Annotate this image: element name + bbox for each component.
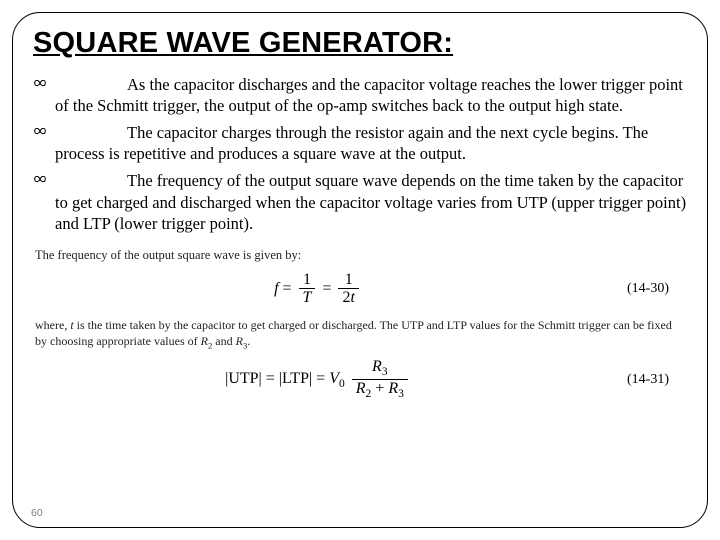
eq-sign: = (322, 280, 335, 297)
eq-sign: = (283, 280, 296, 297)
equation-1-row: f = 1 T = 1 2t (14-30) (27, 269, 693, 309)
eq1-frac-1: 1 T (299, 271, 316, 307)
bullet-item: The frequency of the output square wave … (33, 170, 693, 233)
page-number: 60 (31, 507, 43, 519)
loop-icon (33, 172, 47, 186)
slide-frame: SQUARE WAVE GENERATOR: As the capacitor … (12, 12, 708, 528)
bullet-item: As the capacitor discharges and the capa… (33, 74, 693, 116)
equation-2: |UTP| = |LTP| = V0 R3 R2 + R3 (27, 358, 609, 401)
formula-note: where, t is the time taken by the capaci… (35, 317, 685, 352)
eq1-lhs: f (274, 280, 278, 297)
eq1-den2: 2t (338, 289, 358, 307)
bullet-text: As the capacitor discharges and the capa… (55, 75, 683, 115)
eq1-num2: 1 (338, 271, 358, 290)
bullet-list: As the capacitor discharges and the capa… (27, 74, 693, 234)
bullet-text: The frequency of the output square wave … (55, 171, 686, 232)
loop-icon (33, 124, 47, 138)
bullet-text: The capacitor charges through the resist… (55, 123, 648, 163)
bullet-item: The capacitor charges through the resist… (33, 122, 693, 164)
equation-1: f = 1 T = 1 2t (27, 271, 609, 307)
eq1-num1: 1 (299, 271, 316, 290)
eq1-frac-2: 1 2t (338, 271, 358, 307)
eq2-num: R3 (352, 358, 408, 380)
slide-title: SQUARE WAVE GENERATOR: (33, 27, 693, 60)
eq2-lhs1: |UTP| (225, 370, 262, 387)
loop-icon (33, 76, 47, 90)
eq2-frac: R3 R2 + R3 (352, 358, 408, 401)
formula-caption-1: The frequency of the output square wave … (35, 248, 693, 263)
eq2-den: R2 + R3 (352, 380, 408, 401)
eq2-lhs2: |LTP| (279, 370, 312, 387)
equation-1-number: (14-30) (609, 281, 669, 297)
eq1-den1: T (299, 289, 316, 307)
equation-2-number: (14-31) (609, 372, 669, 388)
equation-2-row: |UTP| = |LTP| = V0 R3 R2 + R3 (14-31) (27, 356, 693, 403)
